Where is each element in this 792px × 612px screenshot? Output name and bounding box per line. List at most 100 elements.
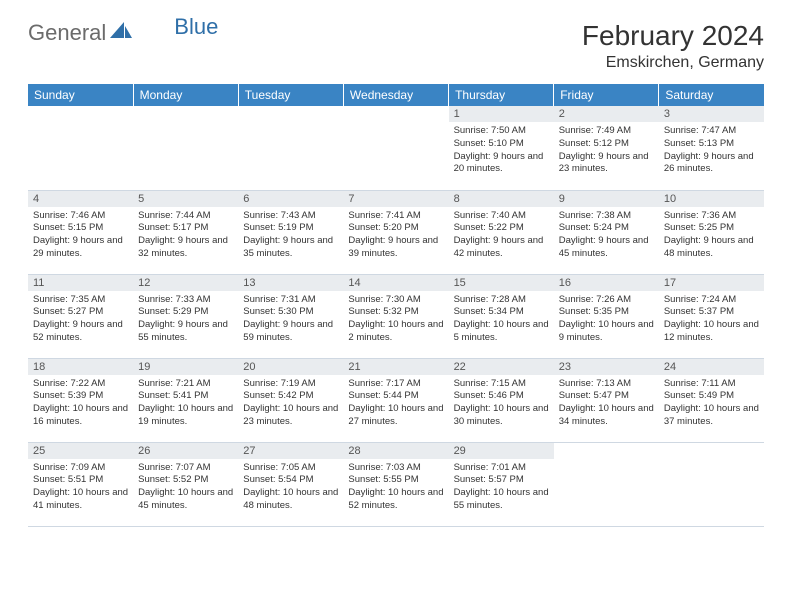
calendar-day-cell: 26Sunrise: 7:07 AMSunset: 5:52 PMDayligh… (133, 442, 238, 526)
calendar-empty-cell (238, 106, 343, 190)
day-number: 11 (28, 275, 133, 291)
weekday-header: Sunday (28, 84, 133, 106)
day-number: 15 (449, 275, 554, 291)
calendar-day-cell: 16Sunrise: 7:26 AMSunset: 5:35 PMDayligh… (554, 274, 659, 358)
day-info: Sunrise: 7:19 AMSunset: 5:42 PMDaylight:… (238, 375, 343, 433)
day-info: Sunrise: 7:28 AMSunset: 5:34 PMDaylight:… (449, 291, 554, 349)
day-number: 1 (449, 106, 554, 122)
day-number: 22 (449, 359, 554, 375)
day-number: 7 (343, 191, 448, 207)
calendar-day-cell: 18Sunrise: 7:22 AMSunset: 5:39 PMDayligh… (28, 358, 133, 442)
brand-part1: General (28, 20, 106, 46)
day-info: Sunrise: 7:09 AMSunset: 5:51 PMDaylight:… (28, 459, 133, 517)
weekday-header: Friday (554, 84, 659, 106)
calendar-day-cell: 4Sunrise: 7:46 AMSunset: 5:15 PMDaylight… (28, 190, 133, 274)
calendar-week-row: 25Sunrise: 7:09 AMSunset: 5:51 PMDayligh… (28, 442, 764, 526)
calendar-body: 1Sunrise: 7:50 AMSunset: 5:10 PMDaylight… (28, 106, 764, 526)
day-info: Sunrise: 7:43 AMSunset: 5:19 PMDaylight:… (238, 207, 343, 265)
calendar-empty-cell (659, 442, 764, 526)
day-info: Sunrise: 7:26 AMSunset: 5:35 PMDaylight:… (554, 291, 659, 349)
day-number: 18 (28, 359, 133, 375)
calendar-day-cell: 29Sunrise: 7:01 AMSunset: 5:57 PMDayligh… (449, 442, 554, 526)
weekday-header: Monday (133, 84, 238, 106)
calendar-day-cell: 25Sunrise: 7:09 AMSunset: 5:51 PMDayligh… (28, 442, 133, 526)
day-info: Sunrise: 7:47 AMSunset: 5:13 PMDaylight:… (659, 122, 764, 180)
day-number: 29 (449, 443, 554, 459)
day-number: 20 (238, 359, 343, 375)
day-info: Sunrise: 7:24 AMSunset: 5:37 PMDaylight:… (659, 291, 764, 349)
calendar-day-cell: 20Sunrise: 7:19 AMSunset: 5:42 PMDayligh… (238, 358, 343, 442)
calendar-day-cell: 5Sunrise: 7:44 AMSunset: 5:17 PMDaylight… (133, 190, 238, 274)
day-info: Sunrise: 7:03 AMSunset: 5:55 PMDaylight:… (343, 459, 448, 517)
calendar-day-cell: 10Sunrise: 7:36 AMSunset: 5:25 PMDayligh… (659, 190, 764, 274)
page-title: February 2024 (582, 20, 764, 52)
day-info: Sunrise: 7:17 AMSunset: 5:44 PMDaylight:… (343, 375, 448, 433)
day-info: Sunrise: 7:38 AMSunset: 5:24 PMDaylight:… (554, 207, 659, 265)
calendar-day-cell: 3Sunrise: 7:47 AMSunset: 5:13 PMDaylight… (659, 106, 764, 190)
calendar-day-cell: 7Sunrise: 7:41 AMSunset: 5:20 PMDaylight… (343, 190, 448, 274)
day-number: 6 (238, 191, 343, 207)
brand-part2: Blue (174, 14, 218, 40)
calendar-day-cell: 11Sunrise: 7:35 AMSunset: 5:27 PMDayligh… (28, 274, 133, 358)
calendar-day-cell: 21Sunrise: 7:17 AMSunset: 5:44 PMDayligh… (343, 358, 448, 442)
calendar-empty-cell (343, 106, 448, 190)
calendar-day-cell: 6Sunrise: 7:43 AMSunset: 5:19 PMDaylight… (238, 190, 343, 274)
calendar-empty-cell (28, 106, 133, 190)
day-number: 24 (659, 359, 764, 375)
calendar-empty-cell (554, 442, 659, 526)
day-number: 17 (659, 275, 764, 291)
day-number: 26 (133, 443, 238, 459)
day-number: 27 (238, 443, 343, 459)
brand-logo: General Blue (28, 20, 218, 46)
weekday-header: Wednesday (343, 84, 448, 106)
weekday-header: Saturday (659, 84, 764, 106)
calendar-day-cell: 19Sunrise: 7:21 AMSunset: 5:41 PMDayligh… (133, 358, 238, 442)
calendar-day-cell: 12Sunrise: 7:33 AMSunset: 5:29 PMDayligh… (133, 274, 238, 358)
day-number: 10 (659, 191, 764, 207)
day-number: 13 (238, 275, 343, 291)
day-number: 8 (449, 191, 554, 207)
weekday-header: Thursday (449, 84, 554, 106)
calendar-day-cell: 15Sunrise: 7:28 AMSunset: 5:34 PMDayligh… (449, 274, 554, 358)
day-info: Sunrise: 7:35 AMSunset: 5:27 PMDaylight:… (28, 291, 133, 349)
calendar-day-cell: 13Sunrise: 7:31 AMSunset: 5:30 PMDayligh… (238, 274, 343, 358)
day-info: Sunrise: 7:22 AMSunset: 5:39 PMDaylight:… (28, 375, 133, 433)
calendar-day-cell: 8Sunrise: 7:40 AMSunset: 5:22 PMDaylight… (449, 190, 554, 274)
day-number: 2 (554, 106, 659, 122)
day-number: 16 (554, 275, 659, 291)
day-info: Sunrise: 7:33 AMSunset: 5:29 PMDaylight:… (133, 291, 238, 349)
calendar-week-row: 4Sunrise: 7:46 AMSunset: 5:15 PMDaylight… (28, 190, 764, 274)
day-info: Sunrise: 7:11 AMSunset: 5:49 PMDaylight:… (659, 375, 764, 433)
day-info: Sunrise: 7:40 AMSunset: 5:22 PMDaylight:… (449, 207, 554, 265)
day-number: 14 (343, 275, 448, 291)
header: General Blue February 2024 Emskirchen, G… (28, 20, 764, 72)
calendar-day-cell: 14Sunrise: 7:30 AMSunset: 5:32 PMDayligh… (343, 274, 448, 358)
day-info: Sunrise: 7:01 AMSunset: 5:57 PMDaylight:… (449, 459, 554, 517)
title-block: February 2024 Emskirchen, Germany (582, 20, 764, 72)
day-info: Sunrise: 7:44 AMSunset: 5:17 PMDaylight:… (133, 207, 238, 265)
day-info: Sunrise: 7:41 AMSunset: 5:20 PMDaylight:… (343, 207, 448, 265)
day-number: 3 (659, 106, 764, 122)
day-number: 5 (133, 191, 238, 207)
calendar-week-row: 1Sunrise: 7:50 AMSunset: 5:10 PMDaylight… (28, 106, 764, 190)
calendar-day-cell: 2Sunrise: 7:49 AMSunset: 5:12 PMDaylight… (554, 106, 659, 190)
calendar-empty-cell (133, 106, 238, 190)
day-info: Sunrise: 7:49 AMSunset: 5:12 PMDaylight:… (554, 122, 659, 180)
day-info: Sunrise: 7:50 AMSunset: 5:10 PMDaylight:… (449, 122, 554, 180)
calendar-day-cell: 23Sunrise: 7:13 AMSunset: 5:47 PMDayligh… (554, 358, 659, 442)
day-info: Sunrise: 7:46 AMSunset: 5:15 PMDaylight:… (28, 207, 133, 265)
day-info: Sunrise: 7:13 AMSunset: 5:47 PMDaylight:… (554, 375, 659, 433)
calendar-week-row: 18Sunrise: 7:22 AMSunset: 5:39 PMDayligh… (28, 358, 764, 442)
day-number: 4 (28, 191, 133, 207)
weekday-header: Tuesday (238, 84, 343, 106)
calendar-day-cell: 24Sunrise: 7:11 AMSunset: 5:49 PMDayligh… (659, 358, 764, 442)
day-info: Sunrise: 7:31 AMSunset: 5:30 PMDaylight:… (238, 291, 343, 349)
calendar-day-cell: 28Sunrise: 7:03 AMSunset: 5:55 PMDayligh… (343, 442, 448, 526)
calendar-day-cell: 17Sunrise: 7:24 AMSunset: 5:37 PMDayligh… (659, 274, 764, 358)
calendar-week-row: 11Sunrise: 7:35 AMSunset: 5:27 PMDayligh… (28, 274, 764, 358)
day-info: Sunrise: 7:36 AMSunset: 5:25 PMDaylight:… (659, 207, 764, 265)
day-number: 28 (343, 443, 448, 459)
calendar-table: SundayMondayTuesdayWednesdayThursdayFrid… (28, 84, 764, 527)
day-number: 12 (133, 275, 238, 291)
day-number: 23 (554, 359, 659, 375)
